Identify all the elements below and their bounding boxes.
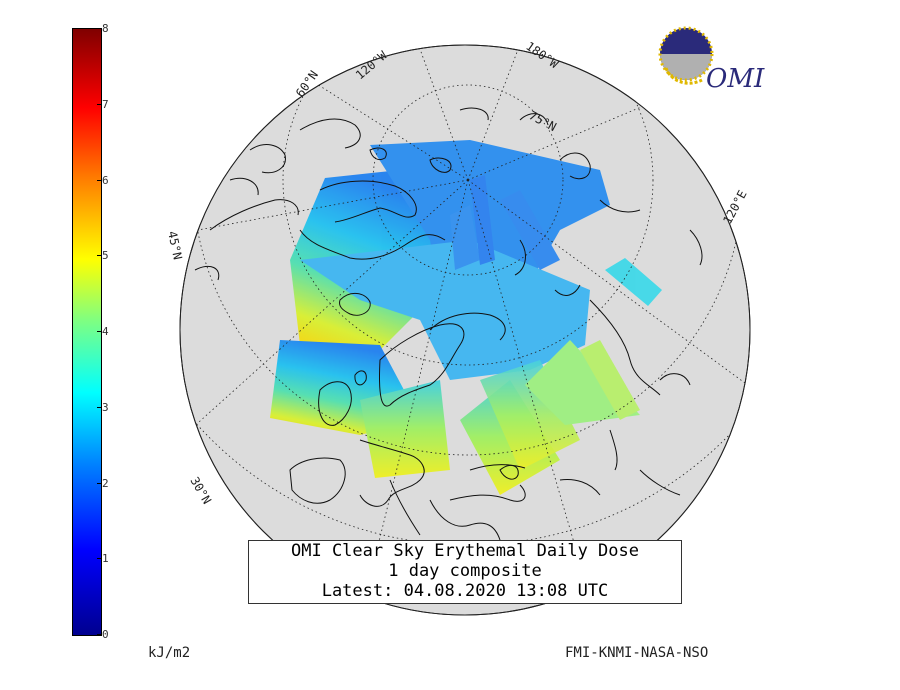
colorbar-unit: kJ/m2	[148, 645, 191, 661]
omi-logo	[658, 26, 714, 85]
colorbar-tick: 0	[97, 628, 109, 641]
colorbar-tick: 1	[97, 552, 109, 565]
lat-label: 45°N	[165, 230, 185, 261]
lon-label: 120°E	[720, 188, 749, 226]
credits: FMI-KNMI-NASA-NSO	[565, 645, 709, 661]
colorbar-gradient	[72, 28, 102, 636]
colorbar: 0 1 2 3 4 5 6 7 8	[72, 22, 132, 641]
colorbar-tick: 3	[97, 401, 109, 414]
map-timestamp: Latest: 04.08.2020 13:08 UTC	[321, 581, 609, 601]
colorbar-tick: 6	[97, 174, 109, 187]
colorbar-tick: 2	[97, 477, 109, 490]
colorbar-tick: 4	[97, 325, 109, 338]
lat-label: 30°N	[187, 475, 214, 507]
colorbar-tick: 8	[97, 22, 109, 35]
omi-logo-text: OMI	[706, 64, 765, 94]
map-title-box: OMI Clear Sky Erythemal Daily Dose 1 day…	[248, 540, 682, 604]
colorbar-tick: 5	[97, 249, 109, 262]
map-title: OMI Clear Sky Erythemal Daily Dose	[291, 541, 639, 561]
coastlines	[194, 107, 703, 541]
colorbar-tick: 7	[97, 98, 109, 111]
map-subtitle: 1 day composite	[388, 561, 542, 581]
